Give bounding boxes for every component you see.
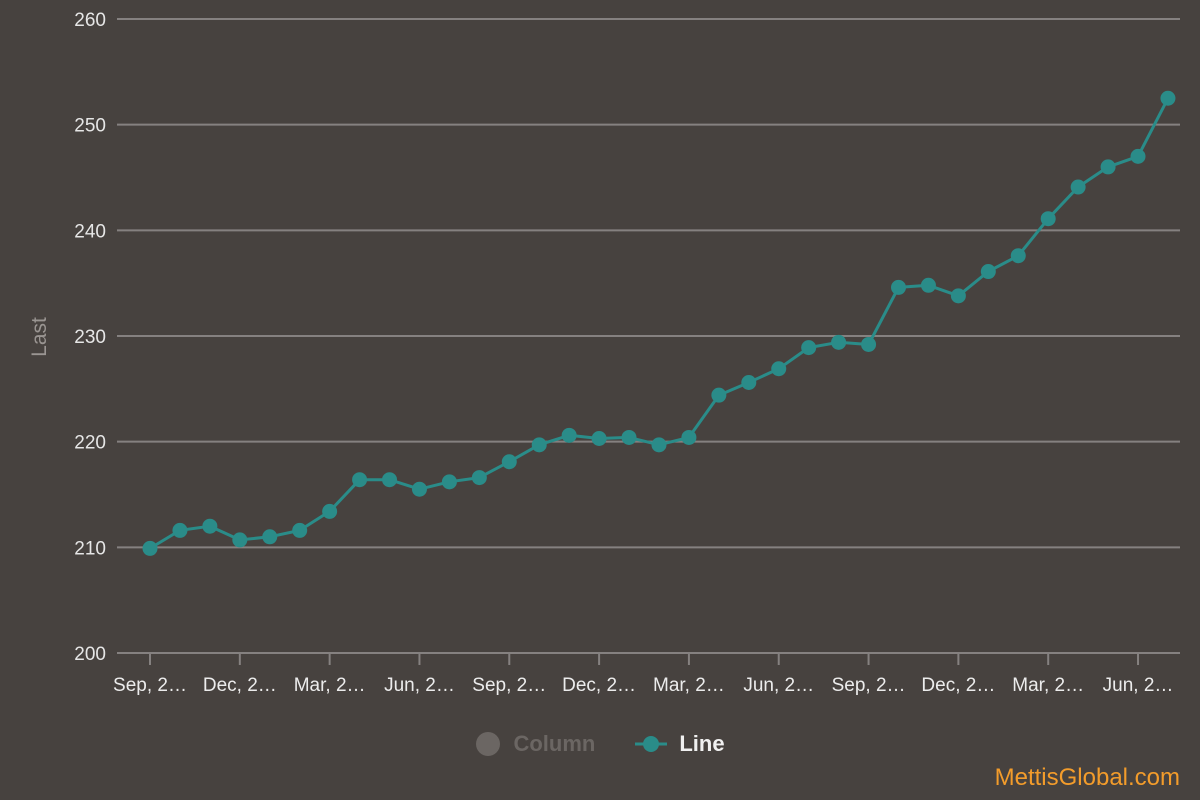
data-point[interactable] [950,288,966,304]
data-point[interactable] [262,529,278,545]
data-point[interactable] [531,437,547,453]
y-tick-label: 260 [74,10,106,31]
data-point[interactable] [741,374,757,390]
data-point[interactable] [1100,159,1116,175]
data-point[interactable] [681,429,697,445]
legend-label-line: Line [679,731,725,756]
x-tick-label: Dec, 2… [562,675,636,696]
x-tick-label: Sep, 2… [832,675,906,696]
data-point[interactable] [621,429,637,445]
y-tick-label: 250 [74,116,106,137]
x-tick-label: Mar, 2… [1012,675,1084,696]
data-point[interactable] [501,454,517,470]
x-tick-label: Jun, 2… [743,675,814,696]
legend-item-column[interactable]: Column [475,731,595,757]
data-point[interactable] [411,481,427,497]
x-axis: Sep, 2… Dec, 2… Mar, 2… Jun, 2… Sep, 2… Dec, … [113,653,1173,696]
data-point[interactable] [1010,248,1026,264]
legend: Column Line [0,728,1200,760]
y-axis-label: Last [28,317,51,357]
data-point[interactable] [232,532,248,548]
data-point[interactable] [382,472,398,488]
y-tick-label: 210 [74,538,106,559]
data-point[interactable] [441,474,457,490]
y-tick-label: 240 [74,221,106,242]
data-point[interactable] [831,334,847,350]
y-tick-label: 200 [74,644,106,665]
data-point[interactable] [980,264,996,280]
data-point[interactable] [651,437,667,453]
data-point[interactable] [1040,211,1056,227]
data-point[interactable] [1130,148,1146,164]
data-point[interactable] [142,540,158,556]
circle-marker-icon [476,732,501,756]
x-tick-label: Jun, 2… [1103,675,1174,696]
data-point[interactable] [861,336,877,352]
data-point[interactable] [1070,179,1086,195]
x-tick-label: Sep, 2… [472,675,546,696]
x-tick-label: Jun, 2… [384,675,455,696]
series-line[interactable] [142,90,1176,556]
legend-label-column: Column [513,731,596,756]
x-tick-label: Mar, 2… [653,675,725,696]
line-chart: 200 210 220 230 240 250 260 Sep, 2… Dec, 2… Mar,… [28,10,1180,696]
data-point[interactable] [172,522,188,538]
x-tick-label: Dec, 2… [203,675,277,696]
data-point[interactable] [561,427,577,443]
data-point[interactable] [801,340,817,356]
data-point[interactable] [1160,90,1176,106]
data-point[interactable] [292,522,308,538]
gridlines [117,18,1180,654]
data-point[interactable] [591,430,607,446]
y-tick-label: 230 [74,327,106,348]
data-point[interactable] [711,387,727,403]
data-point[interactable] [352,472,368,488]
y-axis-ticks: 200 210 220 230 240 250 260 [74,10,106,665]
data-point[interactable] [771,361,787,377]
legend-item-line[interactable]: Line [635,731,725,757]
series-line-path [149,97,1170,550]
y-tick-label: 220 [74,433,106,454]
data-point[interactable] [322,503,338,519]
x-tick-label: Mar, 2… [294,675,366,696]
data-point[interactable] [202,518,218,534]
line-marker-icon [635,736,668,752]
data-point[interactable] [471,470,487,486]
watermark: MettisGlobal.com [994,764,1180,791]
x-tick-label: Dec, 2… [921,675,995,696]
data-point[interactable] [891,279,906,295]
x-tick-label: Sep, 2… [113,675,187,696]
data-point[interactable] [920,277,936,293]
